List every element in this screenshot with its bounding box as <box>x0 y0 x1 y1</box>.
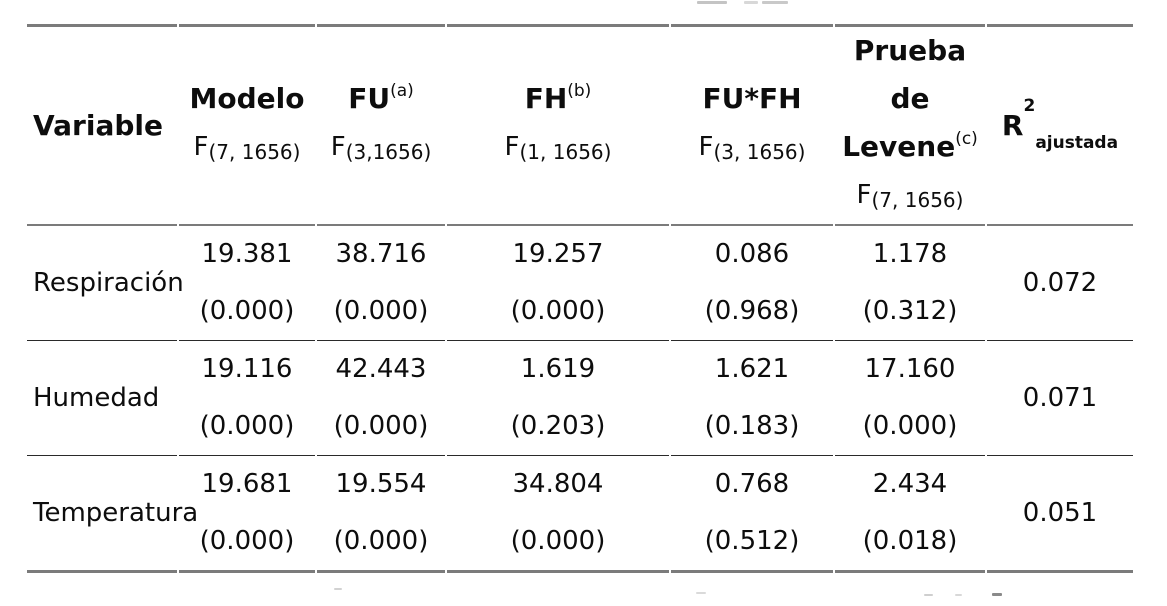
cell-respiracion-modelo: 19.381 (0.000) <box>179 226 315 341</box>
f-value: 17.160 <box>864 354 956 384</box>
f-statistic-label: F(7, 1656) <box>193 132 301 164</box>
degrees-of-freedom: (3, 1656) <box>713 140 806 164</box>
col-header-fu: FU(a) F(3,1656) <box>317 24 445 226</box>
f-value: 19.554 <box>335 469 427 499</box>
column-title: FH(b) <box>524 80 592 115</box>
cell-respiracion-fufh: 0.086 (0.968) <box>671 226 833 341</box>
f-value: 19.381 <box>201 239 293 269</box>
footnote-marker-a: (a) <box>390 80 414 101</box>
p-value: (0.000) <box>199 296 295 326</box>
col-header-r2-ajustada: R2ajustada <box>987 24 1133 226</box>
col-header-fufh: FU*FH F(3, 1656) <box>671 24 833 226</box>
f-statistic-label: F(3, 1656) <box>698 132 806 164</box>
r2-exponent: 2 <box>1023 96 1036 117</box>
cell-humedad-fufh: 1.621 (0.183) <box>671 341 833 456</box>
cropped-footnote-artifact <box>696 592 706 594</box>
f-statistic-label: F(7, 1656) <box>856 180 964 212</box>
degrees-of-freedom: (7, 1656) <box>208 140 301 164</box>
row-label: Respiración <box>27 226 184 341</box>
cell-respiracion-fu: 38.716 (0.000) <box>317 226 445 341</box>
column-title: FU(a) <box>348 80 414 115</box>
cell-humedad-modelo: 19.116 (0.000) <box>179 341 315 456</box>
col-header-variable: Variable <box>27 24 177 226</box>
r2-value: 0.051 <box>1022 497 1098 528</box>
r2-subscript: ajustada <box>1035 133 1119 154</box>
f-value: 42.443 <box>335 354 427 384</box>
r2-value: 0.072 <box>1022 267 1098 298</box>
f-value: 0.086 <box>714 239 790 269</box>
row-label: Temperatura <box>27 456 198 573</box>
degrees-of-freedom: (3,1656) <box>345 140 432 164</box>
footnote-marker-b: (b) <box>567 80 592 101</box>
f-statistic-label: F(3,1656) <box>330 132 432 164</box>
f-value: 2.434 <box>872 469 948 499</box>
cropped-text-artifact <box>697 1 727 4</box>
p-value: (0.000) <box>333 526 429 556</box>
degrees-of-freedom: (7, 1656) <box>871 188 964 212</box>
column-title: Modelo <box>189 82 305 115</box>
cropped-text-artifact <box>762 1 788 4</box>
column-title-line: Prueba <box>853 34 967 67</box>
cell-humedad-fh: 1.619 (0.203) <box>447 341 669 456</box>
cell-respiracion-fh: 19.257 (0.000) <box>447 226 669 341</box>
p-value: (0.000) <box>333 296 429 326</box>
f-value: 1.178 <box>872 239 948 269</box>
f-value: 19.257 <box>512 239 604 269</box>
column-title-line: de <box>890 82 930 115</box>
cropped-footnote-artifact <box>955 594 962 596</box>
cell-temperatura-modelo: 19.681 (0.000) <box>179 456 315 573</box>
cell-temperatura-levene: 2.434 (0.018) <box>835 456 985 573</box>
p-value: (0.018) <box>862 526 958 556</box>
col-header-levene: Prueba de Levene(c) F(7, 1656) <box>835 24 985 226</box>
column-title-line: Levene(c) <box>842 128 978 163</box>
p-value: (0.000) <box>510 296 606 326</box>
table-row-humedad: Humedad 19.116 (0.000) 42.443 (0.000) 1.… <box>27 341 1133 456</box>
degrees-of-freedom: (1, 1656) <box>519 140 612 164</box>
p-value: (0.312) <box>862 296 958 326</box>
p-value: (0.968) <box>704 296 800 326</box>
cropped-footnote-artifact <box>992 593 1002 596</box>
cropped-footnote-artifact <box>334 588 342 590</box>
p-value: (0.000) <box>199 411 295 441</box>
col-header-fh: FH(b) F(1, 1656) <box>447 24 669 226</box>
cell-humedad-r2: 0.071 <box>987 341 1133 456</box>
cell-humedad-fu: 42.443 (0.000) <box>317 341 445 456</box>
f-value: 1.621 <box>714 354 790 384</box>
r2-value: 0.071 <box>1022 382 1098 413</box>
column-title: Variable <box>33 108 163 142</box>
anova-results-table: Variable Modelo F(7, 1656) FU(a) F(3,165… <box>25 24 1135 573</box>
row-label: Humedad <box>27 341 177 456</box>
f-statistic-label: F(1, 1656) <box>504 132 612 164</box>
cell-temperatura-fu: 19.554 (0.000) <box>317 456 445 573</box>
col-header-modelo: Modelo F(7, 1656) <box>179 24 315 226</box>
cell-humedad-levene: 17.160 (0.000) <box>835 341 985 456</box>
table-row-respiracion: Respiración 19.381 (0.000) 38.716 (0.000… <box>27 226 1133 341</box>
f-value: 1.619 <box>520 354 596 384</box>
p-value: (0.000) <box>862 411 958 441</box>
p-value: (0.000) <box>510 526 606 556</box>
cell-respiracion-levene: 1.178 (0.312) <box>835 226 985 341</box>
cell-temperatura-fufh: 0.768 (0.512) <box>671 456 833 573</box>
cell-respiracion-r2: 0.072 <box>987 226 1133 341</box>
p-value: (0.203) <box>510 411 606 441</box>
footnote-marker-c: (c) <box>955 128 978 149</box>
table-header-row: Variable Modelo F(7, 1656) FU(a) F(3,165… <box>27 24 1133 226</box>
f-value: 38.716 <box>335 239 427 269</box>
table-row-temperatura: Temperatura 19.681 (0.000) 19.554 (0.000… <box>27 456 1133 573</box>
f-value: 19.116 <box>201 354 293 384</box>
cropped-text-artifact <box>744 1 758 4</box>
f-value: 19.681 <box>201 469 293 499</box>
column-title: R2ajustada <box>1001 96 1119 154</box>
cropped-footnote-artifact <box>924 594 933 596</box>
p-value: (0.512) <box>704 526 800 556</box>
p-value: (0.000) <box>333 411 429 441</box>
cell-temperatura-fh: 34.804 (0.000) <box>447 456 669 573</box>
p-value: (0.183) <box>704 411 800 441</box>
cell-temperatura-r2: 0.051 <box>987 456 1133 573</box>
f-value: 0.768 <box>714 469 790 499</box>
column-title: FU*FH <box>702 82 802 115</box>
f-value: 34.804 <box>512 469 604 499</box>
p-value: (0.000) <box>199 526 295 556</box>
